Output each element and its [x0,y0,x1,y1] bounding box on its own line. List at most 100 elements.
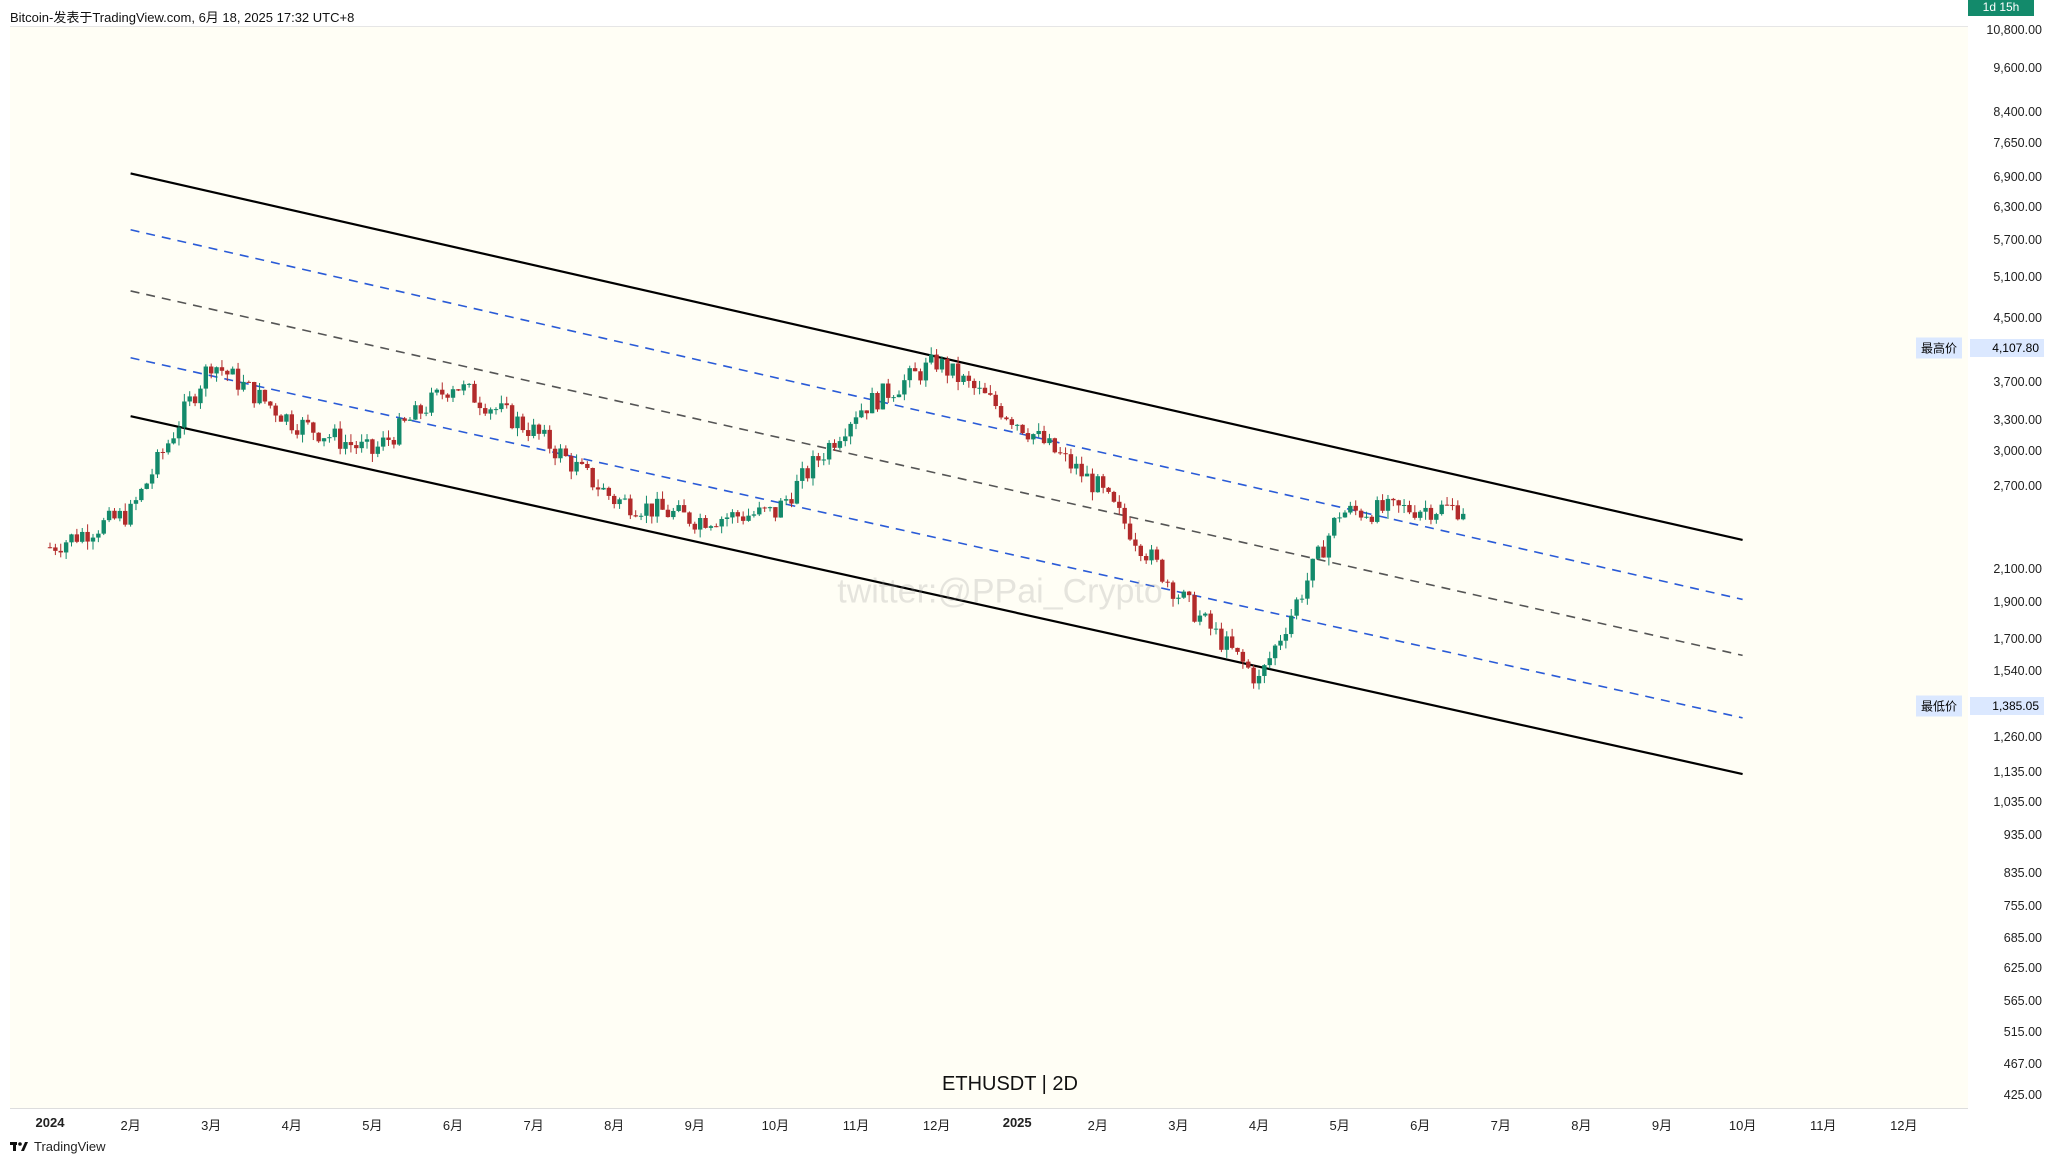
candle-body [1348,505,1353,513]
price-tick-label: 3,700.00 [1993,375,2042,390]
price-tick-label: 8,400.00 [1993,105,2042,120]
price-tick-label: 835.00 [2003,865,2042,880]
candle-body [1009,419,1015,425]
candle-body [47,547,53,549]
price-tick-label: 685.00 [2003,930,2042,945]
candle-body [262,389,268,402]
candle-body [859,410,864,418]
candle-body [311,422,316,433]
candle-body [1186,591,1192,596]
price-tick-label: 5,100.00 [1993,269,2042,284]
candle-body [1229,636,1235,648]
candle-body [1412,512,1418,518]
candle-body [144,483,149,489]
candle-body [1090,473,1095,493]
candle-body [676,505,681,511]
candle-body [1235,647,1240,652]
candle-body [1219,628,1224,650]
candle-body [531,424,536,436]
candle-body [112,510,117,519]
time-tick-label: 2月 [1087,1118,1108,1133]
candle-body [1423,507,1428,512]
candle-body [493,409,499,411]
price-tick-label: 3,300.00 [1993,413,2042,428]
candle-body [1079,463,1084,477]
price-tick-label: 467.00 [2003,1057,2042,1071]
price-tick-label: 935.00 [2003,828,2042,843]
candle-body [810,456,816,479]
time-axis[interactable]: 2024 2月 3月 4月 5月 6月 7月 8月 9月 10月 11月 12月 2025 2月 3月 4月 5… [10,1108,1968,1135]
candle-body [896,394,902,398]
time-tick-label: 3月 [1168,1118,1189,1133]
price-tick-label: 1,135.00 [1993,764,2042,779]
candle-body [998,406,1004,418]
candle-body [1455,505,1461,520]
candle-body [714,526,719,528]
candle-body [343,442,348,449]
lowest-price-value: 1,385.05 [1970,697,2044,715]
candle-body [880,383,886,410]
candle-body [149,474,155,484]
candle-body [1031,434,1036,440]
candle-body [434,389,440,393]
candle-body [644,503,649,516]
candle-body [1385,498,1391,511]
price-tick-label: 7,650.00 [1993,136,2042,151]
candle-body [1251,667,1256,684]
candle-body [1262,665,1267,676]
candle-body [891,397,896,399]
candle-body [1337,517,1342,519]
candle-body [1106,487,1111,492]
time-tick-label: 5月 [362,1118,383,1133]
current-price-box: 2,532.721d 15h [1968,0,2034,16]
candle-body [939,359,945,370]
candle-body [875,393,880,410]
candle-body [563,448,569,457]
price-tick-label: 515.00 [2003,1024,2042,1039]
footer: TradingView [10,1136,106,1156]
price-tick-label: 1,700.00 [1993,631,2042,646]
candle-body [789,499,794,504]
candle-body [542,429,547,434]
candle-body [418,405,423,414]
price-axis[interactable]: 10,800.00 9,600.00 8,400.00 7,650.00 6,900.0… [1968,23,2048,1134]
candle-body [1326,535,1332,558]
candle-body [681,505,687,513]
candle-body [1342,512,1348,518]
time-tick-label: 9月 [684,1118,705,1133]
footer-logo-text: TradingView [34,1138,106,1154]
candle-body [450,389,456,398]
candle-body [547,429,552,449]
candle-body [407,419,413,421]
candle-body [74,534,80,542]
candle-body [1041,430,1047,444]
candle-body [1203,613,1208,616]
candle-body [203,366,209,389]
highest-price-value: 4,107.80 [1970,339,2044,357]
candle-body [225,370,230,375]
candle-body [1025,433,1031,440]
candle-body [1213,628,1219,630]
candle-body [907,368,912,381]
candle-body [1063,453,1068,455]
candle-body [1149,549,1154,561]
candle-body [483,408,488,414]
plot-area[interactable]: twitter:@PPai_Crypto ETHUSDT | 2D 2025/6… [10,26,1968,1129]
bar-countdown: 1d 15h [1982,0,2020,14]
chart-canvas[interactable] [10,27,1968,1109]
candle-body [123,510,128,525]
time-tick-label: 3月 [201,1118,222,1133]
candle-body [595,487,601,490]
candle-body [375,446,380,454]
candle-body [1143,556,1149,561]
price-tick-label: 2,700.00 [1993,479,2042,494]
candle-body [654,498,660,517]
candle-body [472,383,477,403]
candle-body [391,439,397,445]
candle-body [198,388,203,404]
candle-body [402,418,407,421]
time-tick-label: 7月 [523,1118,544,1133]
candle-body [574,461,579,472]
candle-body [1240,651,1246,662]
channel-line-upper-inner [130,228,1743,601]
